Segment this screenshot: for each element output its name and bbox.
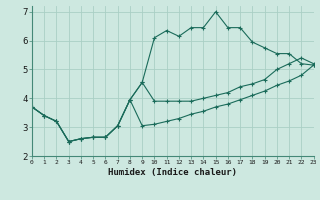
X-axis label: Humidex (Indice chaleur): Humidex (Indice chaleur) (108, 168, 237, 177)
